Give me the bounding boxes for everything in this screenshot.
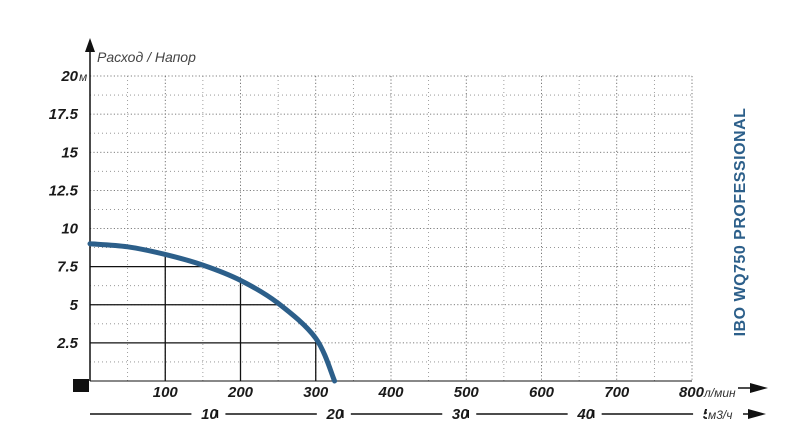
y-tick-label: 20 [60,68,78,85]
x-tick-label: 300 [303,384,329,401]
x-tick-label: 200 [227,384,254,401]
secondary-tick-label: 40 [576,406,594,423]
x-unit-label: л/мин [703,386,736,400]
x-tick-label: 500 [454,384,480,401]
origin-square-icon [73,379,89,392]
y-tick-label: 10 [61,221,78,238]
x-tick-label: 400 [377,384,404,401]
x-tick-label: 700 [604,384,630,401]
secondary-x-axis-arrow-icon [748,409,766,419]
performance-curve [87,241,338,384]
secondary-tick-bg [567,405,602,423]
secondary-tick-label: 30 [452,406,469,423]
y-tick-label: 5 [70,297,79,314]
labels: 20 17.5 15 12.5 10 7.5 5 2.5 м Расход / Напор 100 2… [49,49,749,423]
secondary-tick-bg [316,405,351,423]
y-tick-label: 7.5 [57,259,79,276]
secondary-unit-bg [707,405,743,423]
y-tick-label: 12.5 [49,182,79,199]
chart-title: Расход / Напор [97,49,196,65]
performance-curve-group [87,241,338,384]
secondary-tick-bg [191,405,226,423]
y-tick-label: 17.5 [49,106,79,123]
secondary-unit-label: м3/ч [708,408,732,422]
reference-lines [90,254,318,381]
grid [90,75,693,381]
y-axis-arrow-icon [85,38,95,52]
x-tick-label: 600 [529,384,555,401]
y-unit-label: м [79,70,87,84]
x-axis-arrow-icon [750,383,768,393]
secondary-tick-label: 10 [201,406,218,423]
secondary-tick-label: 20 [325,406,343,423]
x-tick-label: 100 [153,384,179,401]
y-tick-label: 15 [61,144,78,161]
model-name-label: IBO WQ750 PROFESSIONAL [732,108,749,337]
y-tick-label: 2.5 [56,335,79,352]
x-tick-label: 800 [679,384,705,401]
secondary-tick-bg [442,405,477,423]
